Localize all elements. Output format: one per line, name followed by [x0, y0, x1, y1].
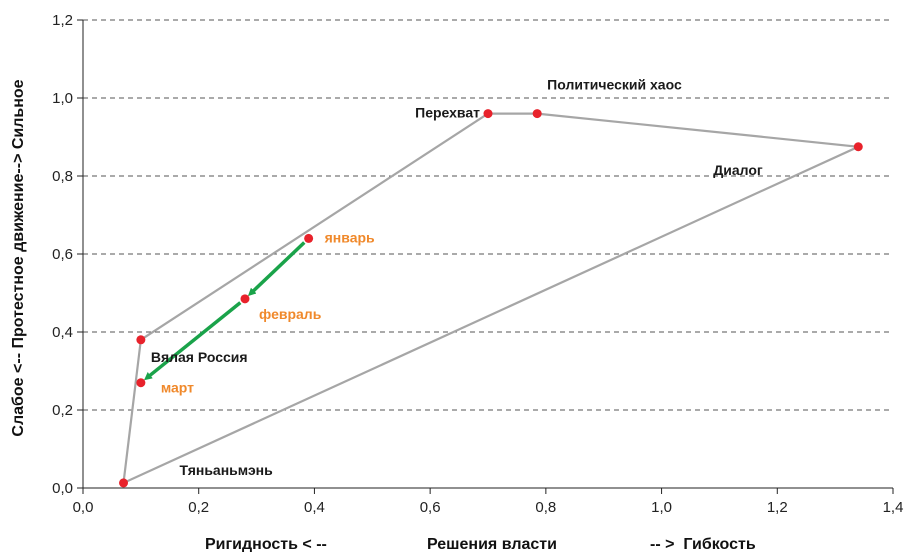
x-tick-label: 1,0	[651, 499, 672, 516]
y-tick-labels: 0,0 0,2 0,4 0,6 0,8 1,0 1,2	[52, 12, 73, 497]
trajectory-arrow	[247, 241, 306, 297]
point-labels: Тяньаньмэнь Вялая Россия Перехват Политичес…	[151, 77, 763, 478]
scenario-point	[119, 478, 128, 488]
trajectory-arrow	[143, 301, 242, 381]
scenario-label: Политический хаос	[547, 77, 682, 93]
trajectory-point	[304, 233, 314, 243]
x-axis-title-center: Решения власти	[427, 536, 557, 552]
scenario-point	[136, 335, 146, 345]
trajectory-point	[240, 294, 250, 304]
x-tick-label: 1,2	[767, 499, 788, 516]
x-tick-labels: 0,0 0,2 0,4 0,6 0,8 1,0 1,2 1,4	[73, 499, 904, 516]
gridlines	[77, 19, 894, 494]
trajectory-arrows	[143, 241, 306, 381]
scenario-outline	[122, 112, 863, 484]
data-points	[119, 109, 863, 488]
y-tick-label: 1,0	[52, 90, 73, 107]
month-label: февраль	[259, 306, 322, 322]
x-tick-label: 0,8	[535, 499, 556, 516]
y-tick-label: 0,4	[52, 324, 73, 341]
x-tick-label: 0,6	[420, 499, 441, 516]
month-label: март	[161, 380, 194, 396]
x-tick-label: 1,4	[883, 499, 904, 516]
x-tick-label: 0,0	[73, 499, 94, 516]
y-tick-label: 0,6	[52, 246, 73, 263]
scenario-label: Диалог	[713, 162, 763, 178]
y-tick-label: 1,2	[52, 12, 73, 29]
axes	[82, 20, 893, 489]
scenario-point	[532, 109, 542, 119]
x-tick-label: 0,4	[304, 499, 325, 516]
scenario-point	[483, 109, 493, 119]
y-tick-label: 0,0	[52, 480, 73, 497]
x-tick-label: 0,2	[188, 499, 209, 516]
x-axis-title-right: -- > Гибкость	[650, 536, 756, 552]
scenario-point	[853, 142, 863, 152]
y-axis-title: Слабое <-- Протестное движение--> Сильно…	[10, 79, 27, 436]
scenario-label: Тяньаньмэнь	[180, 462, 274, 478]
y-tick-label: 0,8	[52, 168, 73, 185]
x-axis-title-left: Ригидность < --	[205, 536, 327, 552]
scenario-polygon	[122, 112, 863, 484]
scenario-label: Вялая Россия	[151, 349, 248, 365]
trajectory-point	[136, 378, 146, 388]
month-label: январь	[325, 229, 375, 245]
scenario-label: Перехват	[415, 105, 480, 121]
y-tick-label: 0,2	[52, 402, 73, 419]
